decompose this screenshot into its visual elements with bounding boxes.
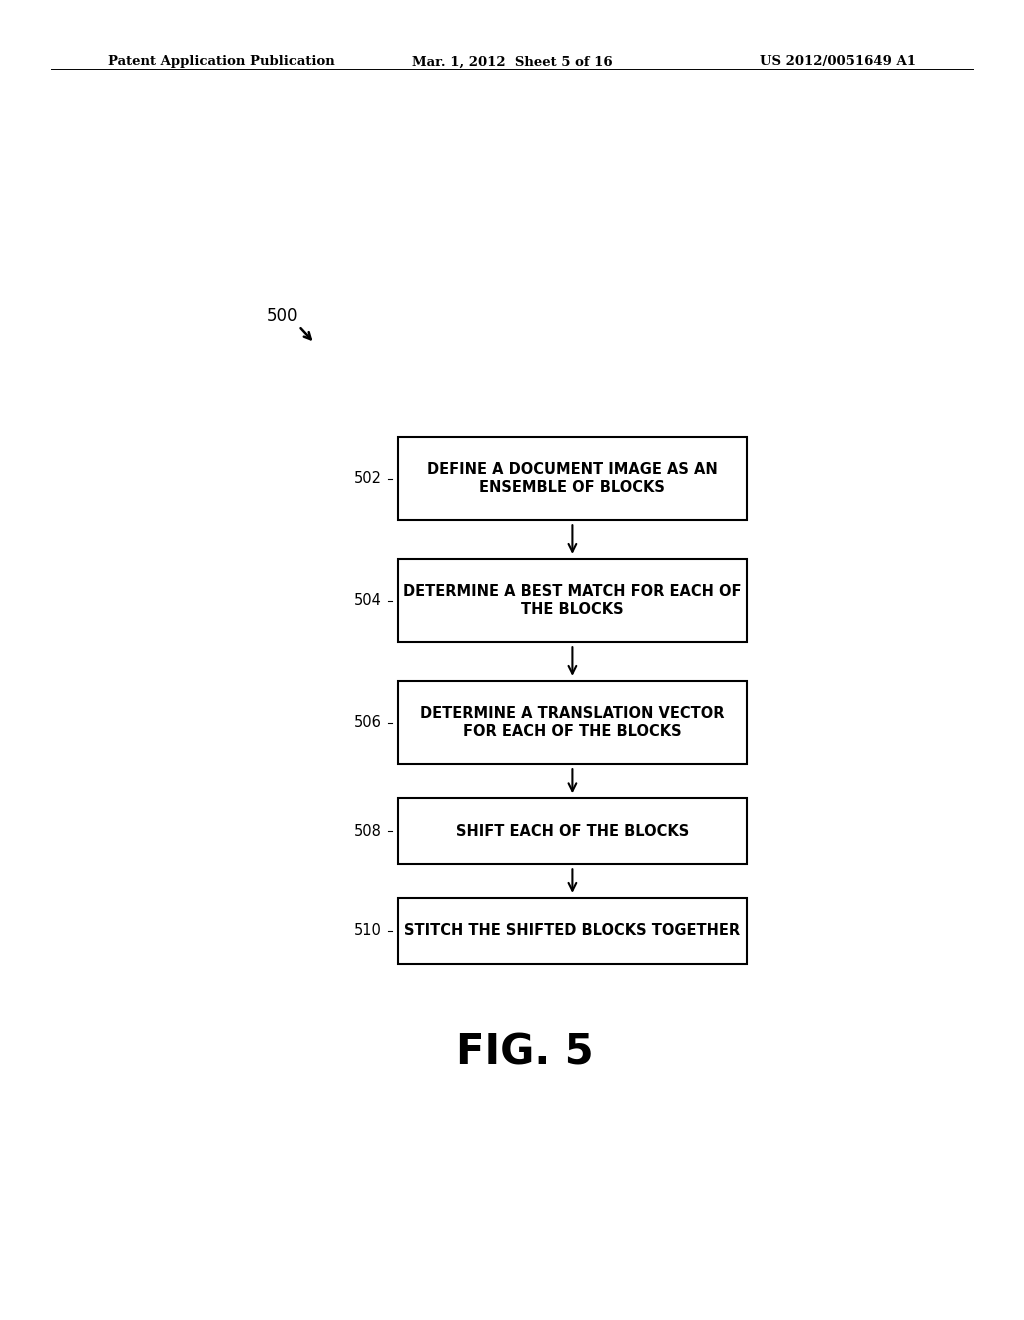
Text: FIG. 5: FIG. 5: [456, 1032, 594, 1074]
Text: 500: 500: [267, 308, 298, 325]
Text: 510: 510: [354, 924, 382, 939]
Bar: [398, 558, 748, 643]
Text: US 2012/0051649 A1: US 2012/0051649 A1: [761, 55, 916, 69]
Text: DEFINE A DOCUMENT IMAGE AS AN
ENSEMBLE OF BLOCKS: DEFINE A DOCUMENT IMAGE AS AN ENSEMBLE O…: [427, 462, 718, 495]
Bar: [398, 437, 748, 520]
Bar: [398, 799, 748, 865]
Text: Patent Application Publication: Patent Application Publication: [108, 55, 334, 69]
Text: SHIFT EACH OF THE BLOCKS: SHIFT EACH OF THE BLOCKS: [456, 824, 689, 838]
Text: DETERMINE A BEST MATCH FOR EACH OF
THE BLOCKS: DETERMINE A BEST MATCH FOR EACH OF THE B…: [403, 585, 741, 616]
Text: STITCH THE SHIFTED BLOCKS TOGETHER: STITCH THE SHIFTED BLOCKS TOGETHER: [404, 924, 740, 939]
Text: 504: 504: [354, 593, 382, 609]
Bar: [398, 681, 748, 764]
Text: 502: 502: [354, 471, 382, 486]
Text: 506: 506: [354, 715, 382, 730]
Text: 508: 508: [354, 824, 382, 838]
Text: DETERMINE A TRANSLATION VECTOR
FOR EACH OF THE BLOCKS: DETERMINE A TRANSLATION VECTOR FOR EACH …: [420, 706, 725, 739]
Text: Mar. 1, 2012  Sheet 5 of 16: Mar. 1, 2012 Sheet 5 of 16: [412, 55, 612, 69]
Bar: [398, 898, 748, 964]
